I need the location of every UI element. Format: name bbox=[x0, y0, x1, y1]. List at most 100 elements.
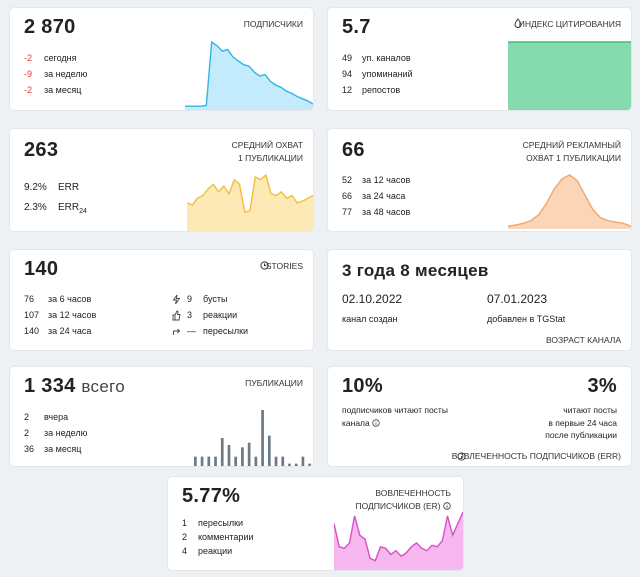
stat-number: 9.2% bbox=[24, 182, 47, 193]
stat-row: 52 за 12 часов bbox=[342, 172, 410, 188]
stat-row: 2 за неделю bbox=[24, 425, 87, 441]
stat-number: 77 bbox=[342, 207, 353, 217]
stat-row: 2.3% ERR24 bbox=[24, 198, 87, 218]
publications-card: 1 334 всего ПУБЛИКАЦИИ 2 вчера 2 за неделю 3… bbox=[10, 367, 313, 466]
stat-row: — пересылки bbox=[187, 323, 248, 339]
stat-number: 2 bbox=[182, 532, 188, 542]
stat-number: 94 bbox=[342, 69, 353, 79]
stat-number: 9 bbox=[187, 294, 193, 304]
stat-text: за 24 часа bbox=[48, 326, 92, 336]
reach-rows: 9.2% ERR 2.3% ERR24 bbox=[24, 178, 87, 218]
err-left-value: 10% bbox=[342, 375, 383, 397]
stat-text: репостов bbox=[362, 85, 401, 95]
citation-chart bbox=[508, 41, 631, 110]
bar bbox=[308, 463, 311, 466]
stat-number: 107 bbox=[24, 310, 40, 320]
stat-row: 66 за 24 часа bbox=[342, 188, 410, 204]
stat-row: -2 сегодня bbox=[24, 50, 87, 66]
bar bbox=[288, 463, 291, 466]
line bbox=[187, 173, 313, 214]
bar bbox=[281, 456, 285, 466]
clock-icon bbox=[260, 261, 269, 270]
stat-text: за месяц bbox=[44, 444, 82, 454]
stat-number: 76 bbox=[24, 294, 35, 304]
stat-row: 94 упоминаний bbox=[342, 66, 413, 82]
er-rows: 1 пересылки 2 комментарии 4 реакции bbox=[182, 516, 253, 558]
stat-number: 12 bbox=[342, 85, 353, 95]
stat-number: 36 bbox=[24, 444, 35, 454]
bar bbox=[207, 456, 211, 466]
stat-number: 2 bbox=[24, 428, 30, 438]
publications-total: 1 334 bbox=[24, 375, 76, 397]
stat-row: 36 за месяц bbox=[24, 441, 87, 457]
bar bbox=[294, 463, 298, 466]
added-date: 07.01.2023 bbox=[487, 292, 548, 306]
line bbox=[334, 511, 463, 562]
publications-value: 1 334 всего bbox=[24, 375, 125, 398]
err-right-value: 3% bbox=[587, 375, 617, 397]
er-card: 5.77% ВОВЛЕЧЕННОСТЬ ПОДПИСЧИКОВ (ER) 1 пер… bbox=[168, 477, 463, 570]
stat-number: 66 bbox=[342, 191, 353, 201]
info-icon bbox=[372, 419, 380, 427]
stat-text: сегодня bbox=[44, 53, 77, 63]
bar bbox=[241, 447, 244, 466]
stat-text: за 6 часов bbox=[48, 294, 92, 304]
stat-row: -2 за месяц bbox=[24, 82, 87, 98]
label-line: ВОВЛЕЧЕННОСТЬ bbox=[375, 488, 451, 498]
er-chart bbox=[334, 511, 463, 570]
stories-value: 140 bbox=[24, 258, 59, 280]
bar bbox=[200, 456, 204, 466]
citation-value: 5.7 bbox=[342, 16, 371, 38]
stat-subscript: 24 bbox=[79, 208, 87, 215]
bar bbox=[194, 456, 197, 466]
reach-label: СРЕДНИЙ ОХВАТ 1 ПУБЛИКАЦИИ bbox=[232, 139, 303, 165]
stat-text: пересылки bbox=[203, 326, 249, 336]
stat-text: за 12 часов bbox=[48, 310, 97, 320]
err-card: 10% подписчиков читают посты канала 3% чи… bbox=[328, 367, 631, 466]
label-line: ПОДПИСЧИКОВ (ER) bbox=[356, 500, 451, 513]
bar bbox=[301, 456, 305, 466]
stat-row: 76 за 6 часов bbox=[24, 291, 96, 307]
area bbox=[187, 175, 313, 231]
stat-row: 9.2% ERR bbox=[24, 178, 87, 198]
stat-number: 52 bbox=[342, 175, 353, 185]
stat-number: 1 bbox=[182, 518, 188, 528]
stat-number: 2 bbox=[24, 412, 30, 422]
age-label: ВОЗРАСТ КАНАЛА bbox=[546, 335, 621, 345]
text-line: в первые 24 часа bbox=[548, 417, 617, 428]
publications-suffix: всего bbox=[81, 377, 125, 396]
label-line: 1 ПУБЛИКАЦИИ bbox=[238, 153, 303, 163]
stat-text: пересылки bbox=[198, 518, 244, 528]
err-right-text: читают посты в первые 24 часа после публик… bbox=[545, 404, 617, 442]
stat-text: ERR bbox=[58, 182, 80, 193]
age-card: 3 года 8 месяцев 02.10.2022 канал создан… bbox=[328, 250, 631, 350]
publications-label: ПУБЛИКАЦИИ bbox=[245, 378, 303, 388]
stat-row: 4 реакции bbox=[182, 544, 253, 558]
er-label: ВОВЛЕЧЕННОСТЬ ПОДПИСЧИКОВ (ER) bbox=[356, 487, 451, 513]
err-left-text: подписчиков читают посты канала bbox=[342, 404, 448, 430]
bar bbox=[261, 410, 264, 466]
bar bbox=[227, 445, 231, 466]
stat-text: вчера bbox=[44, 412, 69, 422]
area bbox=[334, 512, 463, 570]
area bbox=[185, 42, 313, 110]
stat-text: реакции bbox=[203, 310, 238, 320]
citation-rows: 49 уп. каналов 94 упоминаний 12 репостов bbox=[342, 50, 413, 98]
added-label: добавлен в TGStat bbox=[487, 314, 566, 324]
text-line: подписчиков читают посты bbox=[342, 405, 448, 415]
stat-number: -2 bbox=[24, 53, 33, 63]
stat-text: реакции bbox=[198, 546, 233, 556]
stat-number: -2 bbox=[24, 85, 33, 95]
stat-row: 140 за 24 часа bbox=[24, 323, 96, 339]
er-value: 5.77% bbox=[182, 485, 241, 507]
stat-row: 1 пересылки bbox=[182, 516, 253, 530]
label-line: ОХВАТ 1 ПУБЛИКАЦИИ bbox=[526, 153, 621, 163]
bar bbox=[254, 456, 258, 466]
publications-chart bbox=[194, 410, 311, 466]
reach-card: 263 СРЕДНИЙ ОХВАТ 1 ПУБЛИКАЦИИ 9.2% ERR 2.3… bbox=[10, 129, 313, 231]
text-part: канала bbox=[342, 418, 370, 428]
ad-reach-rows: 52 за 12 часов 66 за 24 часа 77 за 48 часов bbox=[342, 172, 410, 220]
stat-row: 49 уп. каналов bbox=[342, 50, 413, 66]
stories-rows: 76 за 6 часов 107 за 12 часов 140 за 24 часа bbox=[24, 291, 96, 339]
